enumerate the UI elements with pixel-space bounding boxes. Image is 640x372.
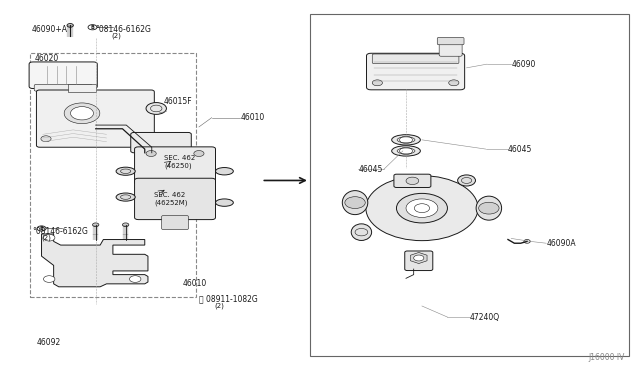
Circle shape (399, 147, 412, 155)
Text: 46090+A: 46090+A (32, 25, 68, 33)
Text: (2): (2) (111, 32, 121, 39)
Text: 46090: 46090 (511, 60, 536, 69)
Text: B: B (40, 226, 44, 231)
Bar (30, 53, 196, 297)
Text: 46045: 46045 (358, 165, 383, 174)
Ellipse shape (342, 190, 368, 215)
Ellipse shape (116, 193, 135, 201)
FancyBboxPatch shape (367, 53, 465, 90)
Circle shape (345, 197, 365, 209)
Circle shape (396, 193, 447, 223)
Circle shape (140, 136, 150, 142)
Circle shape (146, 103, 166, 114)
Text: J16000 IV: J16000 IV (588, 353, 625, 362)
FancyBboxPatch shape (394, 174, 431, 187)
Circle shape (372, 80, 383, 86)
Text: (2): (2) (41, 234, 51, 241)
Text: (46250): (46250) (164, 163, 191, 169)
Circle shape (67, 23, 74, 27)
Circle shape (88, 25, 97, 30)
FancyBboxPatch shape (437, 38, 464, 45)
FancyBboxPatch shape (404, 251, 433, 270)
Text: (46252M): (46252M) (154, 199, 188, 206)
Circle shape (146, 151, 156, 157)
Text: 46015F: 46015F (164, 97, 193, 106)
Text: 47240Q: 47240Q (470, 312, 500, 321)
Circle shape (37, 226, 46, 231)
FancyBboxPatch shape (162, 215, 188, 230)
Circle shape (129, 276, 141, 282)
Text: SEC. 462: SEC. 462 (154, 192, 186, 198)
Circle shape (366, 176, 478, 241)
Bar (68, 84, 97, 92)
Circle shape (406, 199, 438, 217)
Bar (310, 14, 629, 356)
Text: 46020: 46020 (35, 54, 59, 63)
Circle shape (122, 223, 129, 227)
Text: 46045: 46045 (508, 145, 532, 154)
Circle shape (479, 202, 499, 214)
FancyBboxPatch shape (439, 41, 462, 56)
Text: 46010: 46010 (183, 279, 207, 288)
FancyBboxPatch shape (372, 54, 459, 64)
Ellipse shape (116, 167, 135, 175)
FancyBboxPatch shape (134, 178, 216, 219)
Text: °08146-6162G: °08146-6162G (96, 25, 152, 33)
Ellipse shape (216, 167, 234, 175)
Text: 46010: 46010 (241, 113, 264, 122)
Ellipse shape (458, 175, 476, 186)
Ellipse shape (392, 135, 420, 145)
Ellipse shape (392, 146, 420, 156)
Polygon shape (42, 234, 148, 287)
Text: SEC. 462: SEC. 462 (164, 155, 195, 161)
Text: 46090A: 46090A (546, 239, 576, 248)
Circle shape (399, 136, 412, 144)
FancyBboxPatch shape (131, 132, 191, 153)
Ellipse shape (476, 196, 502, 220)
Text: 46092: 46092 (36, 339, 61, 347)
Ellipse shape (351, 224, 372, 240)
Circle shape (449, 80, 459, 86)
Ellipse shape (216, 199, 234, 206)
FancyBboxPatch shape (134, 147, 216, 185)
Circle shape (44, 276, 55, 282)
FancyBboxPatch shape (34, 84, 92, 91)
Text: Ⓝ 08911-1082G: Ⓝ 08911-1082G (199, 294, 258, 303)
Polygon shape (410, 253, 427, 263)
Text: °08146-6162G: °08146-6162G (32, 227, 88, 235)
Circle shape (41, 136, 51, 142)
Circle shape (64, 103, 100, 124)
Text: (2): (2) (215, 302, 225, 308)
Circle shape (93, 223, 99, 227)
FancyBboxPatch shape (36, 90, 154, 147)
Circle shape (413, 255, 424, 261)
Circle shape (194, 151, 204, 157)
Text: B: B (91, 25, 94, 30)
Circle shape (406, 177, 419, 185)
FancyBboxPatch shape (29, 62, 97, 89)
Circle shape (44, 234, 55, 241)
Circle shape (70, 107, 93, 120)
